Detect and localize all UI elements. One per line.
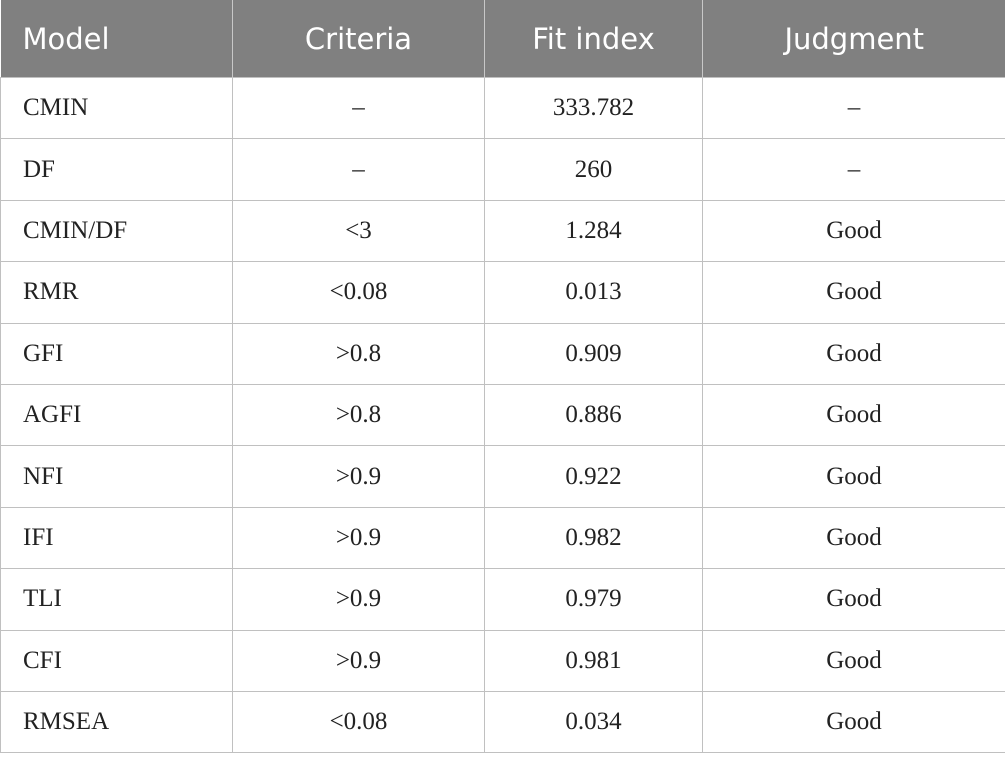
table-cell: DF <box>0 138 233 201</box>
table-cell: RMSEA <box>0 690 233 754</box>
table-cell: NFI <box>0 445 233 508</box>
table-row: CMIN –333.782– <box>0 76 1005 140</box>
table-cell: 0.922 <box>484 445 703 508</box>
table-cell: Good <box>702 199 1005 263</box>
table-cell: <3 <box>232 199 485 263</box>
table-cell: – <box>702 138 1005 201</box>
table-cell: >0.9 <box>232 506 485 570</box>
table-cell: Good <box>702 506 1005 570</box>
table-cell: Good <box>702 322 1005 385</box>
table-row: GFI >0.8 0.909 Good <box>0 322 1005 385</box>
header-cell: Model <box>0 0 233 78</box>
table-row: CMIN/DF <3 1.284 Good <box>0 199 1005 263</box>
table-body: CMIN –333.782– DF –260– CMIN/DF <3 1.284 Good RM… <box>0 76 1005 754</box>
table-cell: 0.979 <box>484 568 703 631</box>
table-cell: – <box>702 76 1005 140</box>
header-row: Model Criteria Fit index Judgment <box>0 0 1005 78</box>
table-cell: Good <box>702 383 1005 447</box>
table-cell: 0.909 <box>484 322 703 385</box>
table-cell: 0.886 <box>484 383 703 447</box>
table-row: DF –260– <box>0 138 1005 201</box>
header-cell: Fit index <box>484 0 703 78</box>
table-row: NFI >0.9 0.922 Good <box>0 445 1005 508</box>
table-cell: 1.284 <box>484 199 703 263</box>
table-cell: Good <box>702 445 1005 508</box>
table-cell: 0.013 <box>484 261 703 324</box>
table-cell: <0.08 <box>232 690 485 754</box>
table-cell: – <box>232 138 485 201</box>
table-row: IFI >0.9 0.982 Good <box>0 506 1005 570</box>
table-cell: GFI <box>0 322 233 385</box>
table-cell: IFI <box>0 506 233 570</box>
table-cell: 0.982 <box>484 506 703 570</box>
table-cell: CMIN <box>0 76 233 140</box>
header-cell: Judgment <box>702 0 1005 78</box>
header-cell: Criteria <box>232 0 485 78</box>
table-row: CFI >0.9 0.981 Good <box>0 629 1005 692</box>
table-cell: >0.8 <box>232 322 485 385</box>
table-cell: >0.9 <box>232 568 485 631</box>
table-cell: TLI <box>0 568 233 631</box>
table-cell: >0.9 <box>232 445 485 508</box>
table-cell: 260 <box>484 138 703 201</box>
table-cell: CMIN/DF <box>0 199 233 263</box>
table-row: RMSEA <0.08 0.034 Good <box>0 690 1005 754</box>
table-cell: Good <box>702 261 1005 324</box>
table-cell: RMR <box>0 261 233 324</box>
table-cell: 333.782 <box>484 76 703 140</box>
table-cell: CFI <box>0 629 233 692</box>
table-row: RMR <0.08 0.013 Good <box>0 261 1005 324</box>
table-cell: AGFI <box>0 383 233 447</box>
table-cell: 0.981 <box>484 629 703 692</box>
table-cell: Good <box>702 568 1005 631</box>
table-cell: >0.8 <box>232 383 485 447</box>
table-row: TLI >0.9 0.979 Good <box>0 568 1005 631</box>
table-cell: Good <box>702 690 1005 754</box>
table-cell: <0.08 <box>232 261 485 324</box>
table-cell: >0.9 <box>232 629 485 692</box>
table-cell: 0.034 <box>484 690 703 754</box>
table-row: AGFI >0.8 0.886 Good <box>0 383 1005 447</box>
table-cell: – <box>232 76 485 140</box>
table-cell: Good <box>702 629 1005 692</box>
